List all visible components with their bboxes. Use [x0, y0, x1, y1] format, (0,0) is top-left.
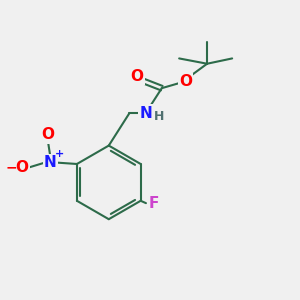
Text: F: F [149, 196, 159, 211]
Text: +: + [55, 149, 64, 159]
Text: O: O [15, 160, 28, 175]
Text: N: N [44, 155, 57, 170]
Text: O: O [41, 127, 55, 142]
Text: −: − [5, 160, 17, 174]
Text: H: H [154, 110, 164, 123]
Text: O: O [130, 69, 143, 84]
Text: O: O [179, 74, 192, 89]
Text: N: N [139, 106, 152, 121]
